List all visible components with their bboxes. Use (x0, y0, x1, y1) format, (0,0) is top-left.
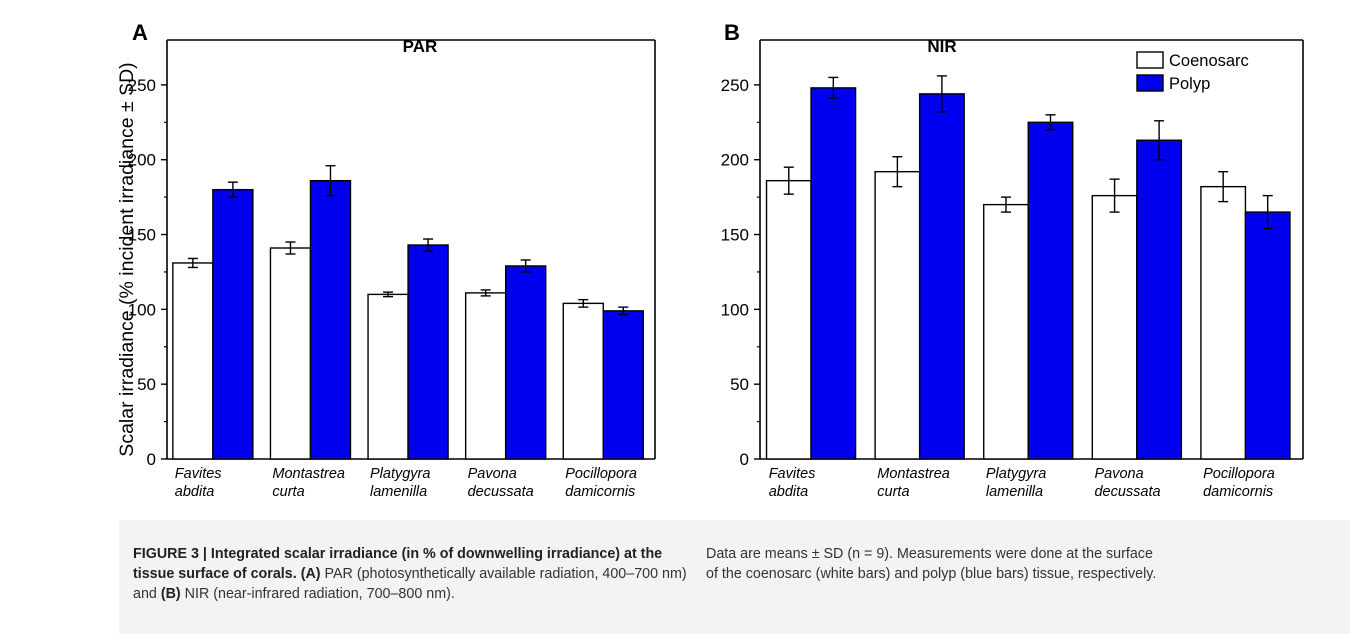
bar-coenosarc (172, 262, 214, 460)
bar-coenosarc (1091, 194, 1138, 460)
y-tick-label: 0 (147, 450, 156, 469)
legend-label: Polyp (1169, 75, 1210, 93)
caption-right-column: Data are means ± SD (n = 9). Measurement… (706, 546, 1157, 582)
bar-coenosarc (464, 292, 507, 460)
y-tick-label: 0 (740, 450, 749, 469)
figure-caption: FIGURE 3 | Integrated scalar irradiance … (119, 520, 1350, 634)
y-tick-label: 100 (721, 300, 749, 319)
bar-polyp (918, 93, 965, 460)
caption-a-text: PAR (photosynthetically available radiat… (133, 566, 687, 602)
y-tick-label: 50 (730, 375, 749, 394)
x-category-label: Pavona (1094, 466, 1143, 482)
y-tick-label: 150 (128, 226, 156, 245)
bar-polyp (212, 188, 254, 460)
legend-swatch-polyp (1136, 74, 1164, 92)
x-category-label: Pocillopora (1203, 466, 1275, 482)
x-category-label: damicornis (1203, 484, 1273, 500)
y-tick-label: 200 (128, 151, 156, 170)
x-category-label: Favites (175, 466, 222, 482)
caption-b-label: (B) (160, 586, 181, 602)
bar-polyp (504, 265, 547, 460)
bar-polyp (1027, 121, 1074, 460)
bar-polyp (1136, 139, 1183, 460)
x-category-label: damicornis (565, 484, 635, 500)
panel-letter: A (132, 20, 148, 45)
legend-swatch-coenosarc (1136, 51, 1164, 69)
caption-left-column: FIGURE 3 | Integrated scalar irradiance … (133, 544, 693, 604)
panel-letter: B (724, 20, 740, 45)
chart-title: NIR (927, 37, 956, 56)
panel-b-nir-chart: 0 50 100 150 200 250 Favites abdita Montastrea cu… (721, 20, 1304, 500)
bar-polyp (309, 179, 352, 460)
y-tick-label: 200 (721, 151, 749, 170)
x-category-label: abdita (175, 484, 215, 500)
caption-a-label: (A) (300, 566, 321, 582)
x-category-label: abdita (769, 484, 809, 500)
x-category-label: Pavona (468, 466, 517, 482)
y-tick-label: 250 (128, 76, 156, 95)
x-category-label: Montastrea (272, 466, 345, 482)
bar-polyp (602, 310, 644, 460)
bar-polyp (1244, 211, 1291, 460)
chart-title: PAR (403, 37, 438, 56)
x-category-label: Montastrea (877, 466, 950, 482)
bar-coenosarc (269, 247, 312, 460)
x-category-label: Platygyra (370, 466, 430, 482)
y-tick-label: 250 (721, 76, 749, 95)
x-category-label: decussata (468, 484, 534, 500)
y-axis-label: Scalar irradiance (% incident irradiance… (116, 62, 138, 456)
y-tick-label: 100 (128, 300, 156, 319)
x-category-label: Platygyra (986, 466, 1046, 482)
bar-coenosarc (562, 302, 604, 460)
x-category-label: lamenilla (370, 484, 427, 500)
bar-coenosarc (874, 170, 921, 460)
figure-3-charts: 0 50 100 150 200 250 Favites abdita Montastrea cu… (116, 20, 1304, 500)
x-category-label: curta (877, 484, 909, 500)
bar-coenosarc (765, 179, 812, 460)
x-category-label: curta (272, 484, 304, 500)
bar-polyp (407, 244, 449, 460)
x-category-label: Pocillopora (565, 466, 637, 482)
y-tick-label: 50 (137, 375, 156, 394)
x-category-label: decussata (1094, 484, 1160, 500)
x-category-label: Favites (769, 466, 816, 482)
caption-title: FIGURE 3 | Integrated scalar irradiance … (133, 546, 663, 582)
bar-polyp (810, 87, 857, 460)
panel-a-par-chart: 0 50 100 150 200 250 Favites abdita Montastrea cu… (116, 20, 656, 500)
bar-coenosarc (1200, 185, 1247, 460)
legend-label: Coenosarc (1169, 52, 1249, 70)
x-category-label: lamenilla (986, 484, 1043, 500)
caption-b-text: NIR (near-infrared radiation, 700–800 nm… (180, 586, 455, 602)
y-tick-label: 150 (721, 226, 749, 245)
bar-coenosarc (983, 203, 1029, 460)
bar-coenosarc (367, 293, 409, 460)
